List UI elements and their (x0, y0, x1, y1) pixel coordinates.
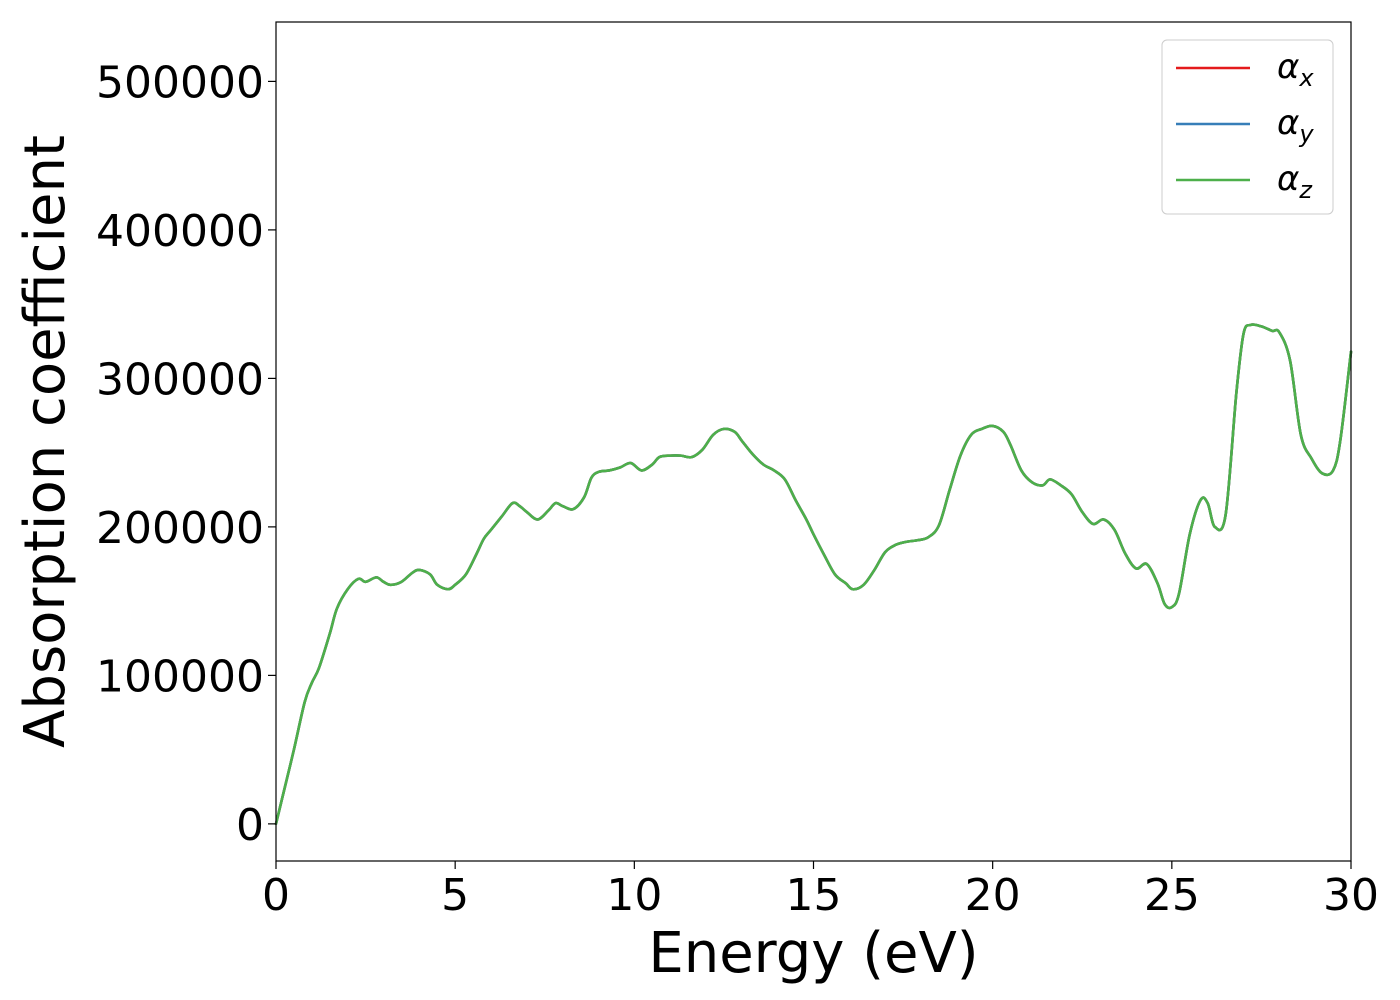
x-tick-label: 15 (786, 870, 842, 921)
series-layer (274, 323, 1353, 826)
y-tick-label: 200000 (96, 503, 264, 554)
y-tick-label: 500000 (96, 57, 264, 108)
x-tick-label: 10 (606, 870, 662, 921)
x-tick-label: 0 (262, 870, 290, 921)
legend-box (1161, 39, 1334, 215)
legend: αx αy αz (1161, 39, 1334, 215)
x-tick-label: 5 (441, 870, 469, 921)
y-tick-label: 400000 (96, 206, 264, 257)
y-tick-label: 300000 (96, 354, 264, 405)
x-tick-label: 25 (1144, 870, 1200, 921)
y-tick-label: 100000 (96, 651, 264, 702)
series-line-z (274, 323, 1353, 826)
legend-label-z: αz (1277, 159, 1313, 204)
x-tick-label: 30 (1323, 870, 1379, 921)
x-axis-ticks: 0 5 10 15 20 25 30 (262, 861, 1379, 921)
x-axis-label: Energy (eV) (648, 921, 978, 986)
x-tick-label: 20 (965, 870, 1021, 921)
y-axis-label: Absorption coefficient (13, 135, 78, 748)
y-axis-ticks: 0 100000 200000 300000 400000 500000 (96, 57, 276, 851)
legend-label-x: αx (1277, 47, 1314, 92)
legend-label-y: αy (1277, 103, 1314, 148)
y-tick-label: 0 (236, 800, 264, 851)
